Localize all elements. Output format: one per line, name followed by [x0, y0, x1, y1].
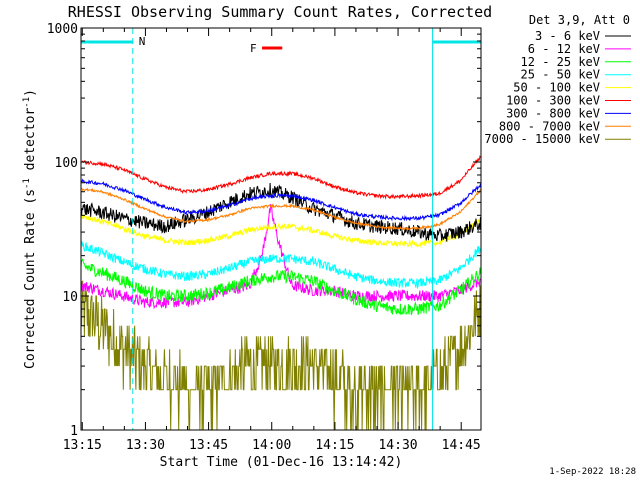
y-tick-label: 10: [62, 290, 78, 305]
night-label: N: [139, 35, 146, 48]
legend-entry-label: 300 - 800 keV: [506, 106, 600, 120]
series-line: [80, 182, 482, 242]
flare-flag-label: F: [250, 42, 257, 55]
y-axis-label-main: Corrected Count Rate (s: [23, 189, 38, 369]
y-axis-label-end: ): [23, 89, 38, 97]
x-tick-label: 14:30: [378, 438, 417, 453]
series-line: [80, 187, 482, 231]
legend-entry-label: 12 - 25 keV: [521, 55, 600, 69]
series-line: [80, 155, 482, 200]
x-tick-label: 14:00: [252, 438, 291, 453]
footer-timestamp: 1-Sep-2022 18:28: [549, 467, 636, 477]
y-axis-label-sup1: -1: [22, 178, 32, 189]
x-tick-label: 14:45: [442, 438, 481, 453]
y-tick-label: 1000: [47, 22, 78, 37]
legend-entry-label: 7000 - 15000 keV: [484, 132, 600, 146]
legend-entry-label: 50 - 100 keV: [513, 81, 600, 95]
y-tick-label: 1: [70, 424, 78, 439]
y-axis: 1 10 100 1000: [47, 22, 481, 439]
y-tick-label: 100: [55, 156, 78, 171]
series-line: [80, 214, 482, 249]
y-axis-label-mid: detector: [23, 108, 38, 179]
legend-entry-label: 3 - 6 keV: [535, 29, 600, 43]
chart-title: RHESSI Observing Summary Count Rates, Co…: [68, 3, 492, 21]
series-line: [80, 240, 482, 290]
legend-entry-label: 800 - 7000 keV: [499, 119, 600, 133]
legend-entry-label: 25 - 50 keV: [521, 68, 600, 82]
plot-frame: [80, 27, 482, 431]
x-tick-label: 13:15: [63, 438, 102, 453]
y-axis-label-sup2: -1: [22, 97, 32, 108]
legend-entry-label: 100 - 300 keV: [506, 94, 600, 108]
x-axis: 13:15 13:30 13:45 14:00 14:15 14:30 14:45: [63, 28, 481, 453]
x-axis-label: Start Time (01-Dec-16 13:14:42): [160, 455, 403, 470]
x-tick-label: 14:15: [315, 438, 354, 453]
legend-entry-label: 6 - 12 keV: [528, 42, 600, 56]
series-line: [80, 258, 482, 316]
x-tick-label: 13:45: [189, 438, 228, 453]
y-axis-label: Corrected Count Rate (s-1 detector-1): [22, 89, 38, 369]
series-line: [80, 203, 482, 310]
series-line: [80, 178, 482, 222]
x-tick-label: 13:30: [126, 438, 165, 453]
legend-title: Det 3,9, Att 0: [529, 13, 630, 27]
series-line: [80, 280, 482, 431]
